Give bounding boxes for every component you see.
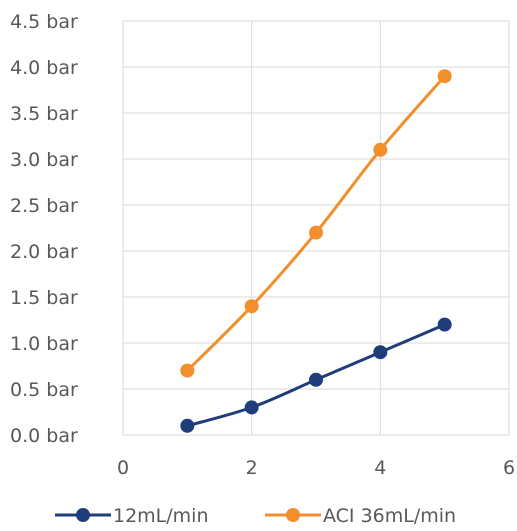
gridlines xyxy=(123,20,510,435)
y-tick-label: 2.0 bar xyxy=(10,241,78,263)
legend-entry: 12mL/min xyxy=(55,505,209,527)
series-2 xyxy=(180,69,452,378)
legend-entry: ACI 36mL/min xyxy=(265,505,456,527)
legend-label: 12mL/min xyxy=(113,505,209,527)
series xyxy=(180,69,452,433)
data-point xyxy=(309,372,323,387)
data-point xyxy=(244,299,259,314)
data-point xyxy=(437,69,452,84)
x-tick-label: 4 xyxy=(374,457,386,479)
y-tick-label: 0.0 bar xyxy=(10,425,78,447)
y-tick-labels: 0.0 bar 0.5 bar 1.0 bar 1.5 bar 2.0 bar 2.5 b… xyxy=(10,11,78,447)
legend: 12mL/min ACI 36mL/min xyxy=(55,505,456,527)
x-tick-label: 0 xyxy=(117,457,129,479)
x-tick-labels: 0 2 4 6 xyxy=(117,457,515,479)
legend-marker xyxy=(286,508,300,522)
series-1 xyxy=(180,317,452,433)
y-tick-label: 4.5 bar xyxy=(10,11,78,33)
data-point xyxy=(244,400,259,415)
data-point xyxy=(180,363,195,378)
y-tick-label: 4.0 bar xyxy=(10,57,78,79)
data-point xyxy=(309,225,323,240)
y-tick-label: 2.5 bar xyxy=(10,195,78,217)
legend-marker xyxy=(76,508,90,522)
legend-label: ACI 36mL/min xyxy=(323,505,456,527)
y-tick-label: 0.5 bar xyxy=(10,379,78,401)
axes xyxy=(122,21,509,436)
data-point xyxy=(373,142,388,157)
y-tick-label: 3.5 bar xyxy=(10,103,78,125)
data-point xyxy=(437,317,452,332)
data-point xyxy=(180,418,195,433)
x-tick-label: 6 xyxy=(503,457,515,479)
y-tick-label: 1.0 bar xyxy=(10,333,78,355)
data-point xyxy=(373,345,388,360)
y-tick-label: 1.5 bar xyxy=(10,287,78,309)
series-line xyxy=(185,74,447,373)
y-tick-label: 3.0 bar xyxy=(10,149,78,171)
x-tick-label: 2 xyxy=(246,457,258,479)
